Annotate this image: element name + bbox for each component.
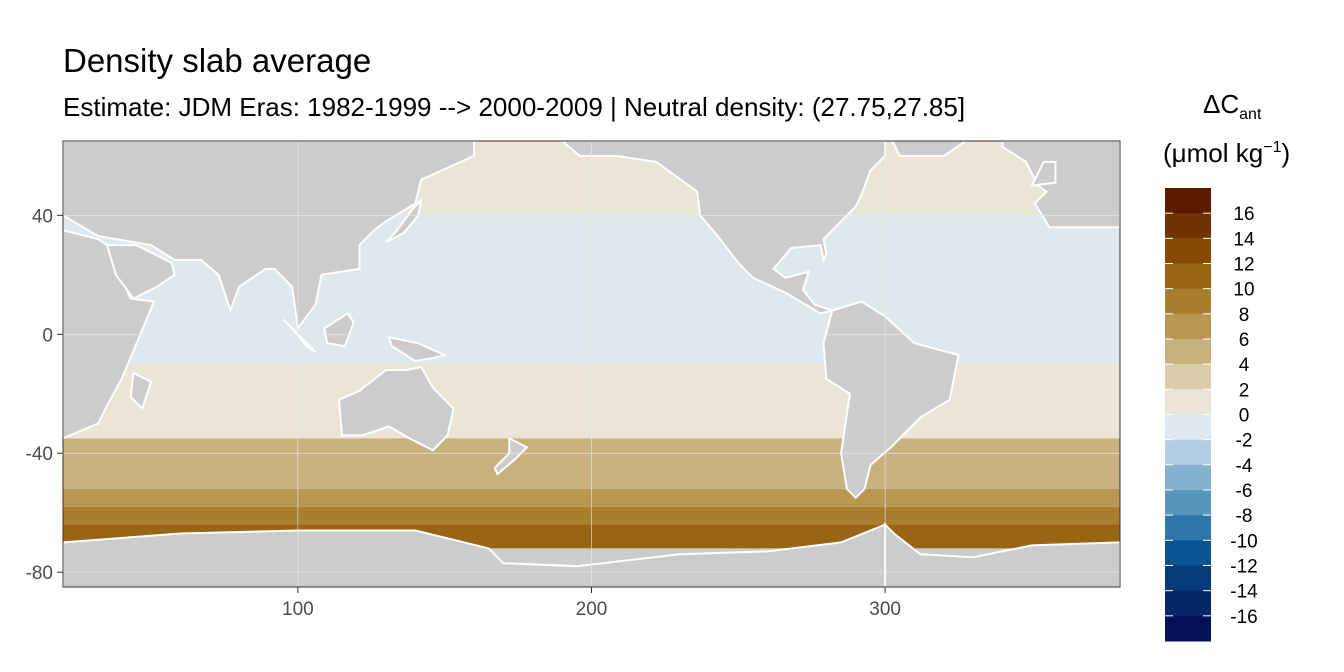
land-sumatra bbox=[282, 318, 317, 353]
legend-label-13: -10 bbox=[1230, 531, 1257, 552]
land-arabia bbox=[105, 244, 176, 300]
legend-label-3: 10 bbox=[1233, 280, 1254, 301]
legend-unit-close: ) bbox=[1281, 138, 1290, 168]
legend-title-sub: ant bbox=[1239, 106, 1262, 123]
legend-swatch-2 bbox=[1165, 238, 1211, 264]
legend-swatch-8 bbox=[1165, 389, 1211, 415]
legend-label-10: -4 bbox=[1236, 456, 1253, 477]
land-europe bbox=[1001, 141, 1120, 229]
legend-unit: (μmol kg−1) bbox=[1163, 138, 1290, 168]
y-tick-label--40: -40 bbox=[26, 444, 53, 465]
land-australia bbox=[337, 365, 455, 452]
legend-label-6: 4 bbox=[1239, 355, 1250, 376]
legend-swatch-13 bbox=[1165, 515, 1211, 541]
x-tick-label-100: 100 bbox=[282, 599, 314, 620]
legend-swatch-10 bbox=[1165, 439, 1211, 466]
legend-unit-sup: −1 bbox=[1263, 139, 1281, 156]
legend-label-16: -16 bbox=[1230, 607, 1257, 628]
legend-title-main: ΔC bbox=[1203, 89, 1239, 119]
land-britain bbox=[1030, 160, 1057, 187]
legend-swatch-5 bbox=[1165, 313, 1211, 340]
chart-subtitle: Estimate: JDM Eras: 1982-1999 --> 2000-2… bbox=[63, 92, 966, 122]
legend-label-11: -6 bbox=[1236, 481, 1253, 502]
legend-label-8: 0 bbox=[1239, 406, 1250, 427]
legend-unit-main: (μmol kg bbox=[1163, 138, 1263, 168]
legend-label-12: -8 bbox=[1236, 506, 1253, 527]
legend-swatch-7 bbox=[1165, 364, 1211, 390]
land-antarctica-west bbox=[63, 523, 887, 587]
land-northamerica bbox=[560, 141, 887, 315]
legend-label-9: -2 bbox=[1236, 431, 1253, 452]
land-madagascar bbox=[129, 371, 153, 411]
legend: ΔCant (μmol kg−1) 16 14 12 10 8 6 4 2 0 -2 -4 -6 -8 -… bbox=[1163, 89, 1290, 642]
legend-swatch-14 bbox=[1165, 540, 1211, 566]
land-japan bbox=[385, 197, 423, 243]
legend-label-4: 8 bbox=[1239, 305, 1250, 326]
y-tick-label-0: 0 bbox=[42, 325, 53, 346]
legend-swatch-9 bbox=[1165, 414, 1211, 441]
x-tick-label-300: 300 bbox=[869, 599, 901, 620]
legend-swatch-17 bbox=[1165, 615, 1211, 642]
legend-label-2: 12 bbox=[1233, 255, 1254, 276]
legend-labels: 16 14 12 10 8 6 4 2 0 -2 -4 -6 -8 -10 -12 -14 -16 bbox=[1230, 204, 1258, 628]
legend-label-1: 14 bbox=[1233, 229, 1255, 250]
land-greenland bbox=[891, 141, 968, 157]
map-panel bbox=[63, 141, 1120, 587]
legend-swatch-3 bbox=[1165, 263, 1211, 290]
legend-label-14: -12 bbox=[1230, 557, 1257, 578]
legend-swatch-12 bbox=[1165, 490, 1211, 516]
legend-swatch-6 bbox=[1165, 339, 1211, 365]
legend-label-7: 2 bbox=[1239, 380, 1250, 401]
legend-swatch-15 bbox=[1165, 565, 1211, 592]
legend-swatch-4 bbox=[1165, 288, 1211, 315]
legend-title: ΔCant bbox=[1203, 89, 1262, 123]
legend-swatch-1 bbox=[1165, 213, 1211, 239]
legend-swatch-16 bbox=[1165, 590, 1211, 617]
legend-swatch-11 bbox=[1165, 464, 1211, 491]
x-tick-label-200: 200 bbox=[576, 599, 608, 620]
y-tick-label--80: -80 bbox=[26, 563, 53, 584]
legend-label-5: 6 bbox=[1239, 330, 1250, 351]
legend-label-0: 16 bbox=[1233, 204, 1254, 225]
land-antarctica-east bbox=[884, 522, 1120, 587]
chart-title: Density slab average bbox=[63, 42, 372, 79]
land-eurasia bbox=[63, 141, 476, 331]
land-newguinea bbox=[387, 335, 448, 363]
legend-swatch-0 bbox=[1165, 188, 1211, 214]
legend-colorbar bbox=[1165, 188, 1211, 642]
legend-label-15: -14 bbox=[1230, 582, 1258, 603]
y-tick-label-40: 40 bbox=[32, 206, 53, 227]
